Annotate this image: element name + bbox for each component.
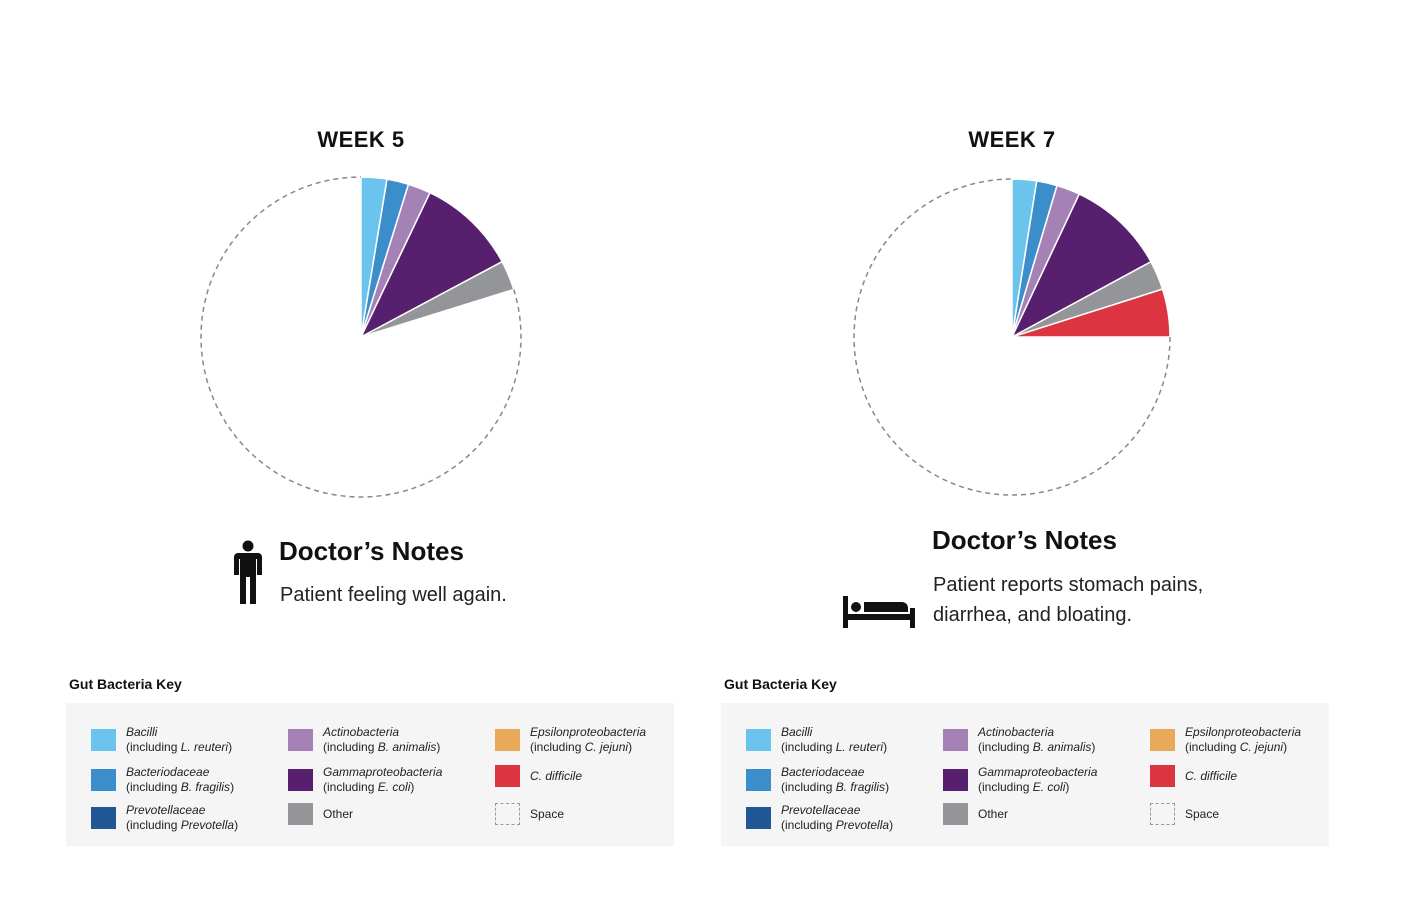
legend-item-prevotellaceae: Prevotellaceae (including Prevotella) (91, 803, 238, 833)
week5-title: WEEK 5 (317, 127, 405, 152)
legend-label: Other (978, 806, 1009, 821)
notes-heading: Doctor’s Notes (279, 536, 464, 566)
legend-item-other: Other (288, 803, 353, 825)
person-standing-icon (234, 540, 262, 604)
legend-swatch (495, 803, 520, 825)
legend-label: Bacilli (including L. reuteri) (781, 725, 888, 754)
legend-item-epsilonproteobacteria: Epsilonproteobacteria (including C. jejun… (1150, 725, 1301, 755)
legend-item-gammaproteobacteria: Gammaproteobacteria (including E. coli) (288, 765, 442, 795)
legend-item-bacteriodaceae: Bacteriodaceae (including B. fragilis) (746, 765, 889, 795)
gut-bacteria-key: Bacilli (including L. reuteri) Bacteriodac… (66, 703, 674, 846)
pie-slice-space (853, 178, 1171, 496)
legend-swatch (746, 807, 771, 829)
legend-label: Bacteriodaceae (including B. fragilis) (781, 765, 890, 794)
legend-label: Space (530, 806, 565, 821)
legend-label: Prevotellaceae (including Prevotella) (781, 803, 894, 832)
week7-title: WEEK 7 (968, 127, 1056, 152)
legend-swatch (495, 729, 520, 751)
key-heading: Gut Bacteria Key (724, 676, 837, 692)
legend-label: Other (323, 806, 354, 821)
legend-item-other: Other (943, 803, 1008, 825)
legend-label: Space (1185, 806, 1220, 821)
legend-swatch (746, 729, 771, 751)
legend-label: Actinobacteria (including B. animalis) (978, 725, 1096, 754)
notes-heading: Doctor’s Notes (932, 525, 1117, 555)
legend-swatch (943, 729, 968, 751)
legend-item-bacilli: Bacilli (including L. reuteri) (746, 725, 887, 755)
legend-swatch (943, 803, 968, 825)
legend-item-actinobacteria: Actinobacteria (including B. animalis) (943, 725, 1095, 755)
gut-bacteria-key: Bacilli (including L. reuteri) Bacteriodac… (721, 703, 1329, 846)
legend-label: Actinobacteria (including B. animalis) (323, 725, 441, 754)
legend-item-space: Space (495, 803, 564, 825)
legend-swatch (746, 769, 771, 791)
legend-label: Bacilli (including L. reuteri) (126, 725, 233, 754)
notes-text: Patient reports stomach pains, diarrhea,… (933, 574, 1204, 626)
legend-swatch (495, 765, 520, 787)
legend-label: Gammaproteobacteria (including E. coli) (978, 765, 1098, 794)
legend-swatch (91, 729, 116, 751)
legend-swatch (1150, 803, 1175, 825)
pie-slice-other (360, 260, 515, 338)
legend-label: C. difficile (1185, 768, 1238, 783)
legend-swatch (1150, 765, 1175, 787)
pie-slice-space (200, 176, 522, 498)
legend-swatch (288, 729, 313, 751)
pie-slice-gammaproteobacteria (1010, 193, 1152, 339)
notes-text: Patient feeling well again. (280, 584, 507, 606)
legend-swatch (943, 769, 968, 791)
legend-label: Bacteriodaceae (including B. fragilis) (126, 765, 235, 794)
legend-swatch (91, 807, 116, 829)
legend-item-c-difficile: C. difficile (1150, 765, 1237, 787)
week7-pie (853, 178, 1171, 496)
legend-label: Prevotellaceae (including Prevotella) (126, 803, 239, 832)
legend-swatch (1150, 729, 1175, 751)
legend-label: Epsilonproteobacteria (including C. jejun… (530, 725, 647, 754)
pie-charts (200, 176, 1171, 498)
legend-swatch (288, 769, 313, 791)
legend-item-epsilonproteobacteria: Epsilonproteobacteria (including C. jejun… (495, 725, 646, 755)
legend-item-actinobacteria: Actinobacteria (including B. animalis) (288, 725, 440, 755)
week5-pie (200, 176, 522, 498)
legend-item-space: Space (1150, 803, 1219, 825)
legend-label: Gammaproteobacteria (including E. coli) (323, 765, 443, 794)
legend-item-bacilli: Bacilli (including L. reuteri) (91, 725, 232, 755)
legend-swatch (91, 769, 116, 791)
legend-item-gammaproteobacteria: Gammaproteobacteria (including E. coli) (943, 765, 1097, 795)
pie-slice-gammaproteobacteria (359, 191, 504, 339)
legend-label: C. difficile (530, 768, 583, 783)
legend-label: Epsilonproteobacteria (including C. jejun… (1185, 725, 1302, 754)
pie-slice-c-difficile (1011, 288, 1171, 338)
legend-item-prevotellaceae: Prevotellaceae (including Prevotella) (746, 803, 893, 833)
legend-swatch (288, 803, 313, 825)
legend-item-c-difficile: C. difficile (495, 765, 582, 787)
bed-icon (843, 596, 915, 628)
key-heading: Gut Bacteria Key (69, 676, 182, 692)
legend-item-bacteriodaceae: Bacteriodaceae (including B. fragilis) (91, 765, 234, 795)
